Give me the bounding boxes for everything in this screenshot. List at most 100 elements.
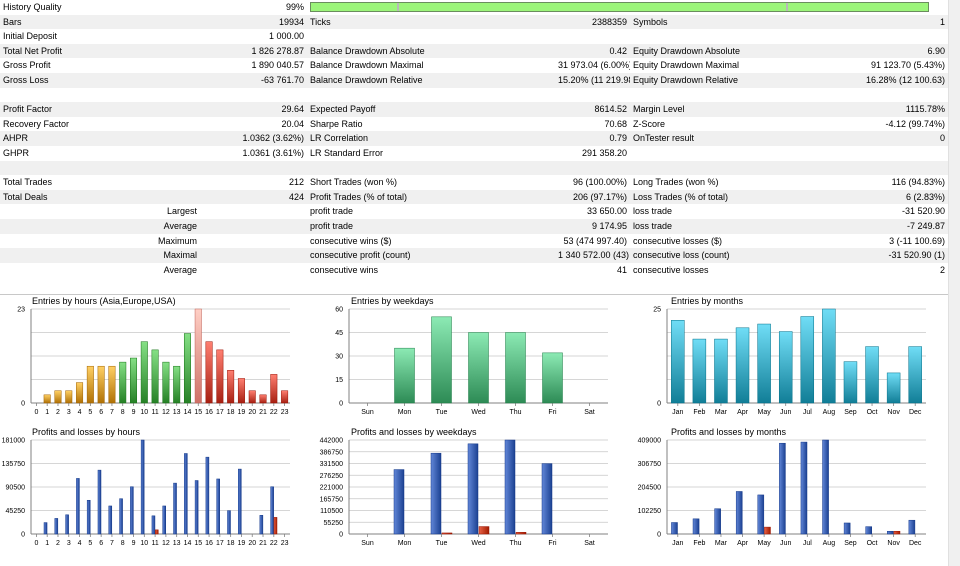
stat-label: Short Trades (won %) xyxy=(310,177,398,188)
stat-value: 19934 xyxy=(278,16,304,27)
stat-label: Equity Drawdown Relative xyxy=(633,74,739,85)
stats-row: Total Trades 212 Short Trades (won %) 96 (1… xyxy=(0,175,948,190)
x-tick-label: 19 xyxy=(238,540,246,547)
x-tick-label: 22 xyxy=(270,540,278,547)
bar-Thu xyxy=(505,332,526,404)
x-tick-label: 0 xyxy=(34,540,38,547)
stat-label: loss trade xyxy=(633,220,673,231)
y-tick-label: 0 xyxy=(21,532,25,539)
profit-bar-14 xyxy=(184,453,188,535)
x-tick-label: Jan xyxy=(672,409,683,416)
stat-value: 0.42 xyxy=(609,45,627,56)
profit-bar-Jun xyxy=(779,442,786,535)
stat-value: 2388359 xyxy=(591,16,627,27)
bar-Jun xyxy=(778,331,793,404)
x-tick-label: 23 xyxy=(281,540,289,547)
stat-label: Initial Deposit xyxy=(3,31,58,42)
stat-label: loss trade xyxy=(633,206,673,217)
stat-label: Ticks xyxy=(310,16,331,27)
profit-bar-3 xyxy=(65,514,69,535)
x-tick-label: Mon xyxy=(398,409,412,416)
profit-bar-Apr xyxy=(735,491,743,535)
x-tick-label: 9 xyxy=(132,540,136,547)
y-tick-label: 0 xyxy=(339,401,343,408)
profit-bar-Fri xyxy=(541,463,553,535)
stat-value: 0 xyxy=(939,133,945,144)
x-tick-label: Apr xyxy=(737,540,749,547)
profit-bar-21 xyxy=(259,515,264,535)
x-tick-label: Oct xyxy=(867,409,878,416)
stats-row: Initial Deposit 1 000.00 xyxy=(0,29,948,44)
x-tick-label: 16 xyxy=(205,540,213,547)
x-tick-label: Dec xyxy=(909,409,922,416)
stats-row: Bars 19934 Ticks 2388359 Symbols 1 xyxy=(0,14,948,30)
stat-value: 206 (97.17%) xyxy=(572,191,627,202)
stats-row: Gross Profit 1 890 040.57 Balance Drawdown… xyxy=(0,58,948,73)
stat-label xyxy=(0,161,200,176)
y-tick-label: 15 xyxy=(335,377,343,384)
y-tick-label: 25 xyxy=(653,307,661,314)
stat-label: Recovery Factor xyxy=(3,118,70,129)
stat-label xyxy=(307,88,555,103)
x-tick-label: 15 xyxy=(194,540,202,547)
stat-value: 1115.78% xyxy=(905,104,945,115)
bar-14 xyxy=(183,333,191,404)
x-tick-label: 16 xyxy=(205,409,213,416)
x-tick-label: Aug xyxy=(823,409,836,416)
stat-value: 1 826 278.87 xyxy=(251,45,304,56)
stat-label xyxy=(630,88,835,103)
x-tick-label: 17 xyxy=(216,540,224,547)
bar-19 xyxy=(237,378,245,404)
x-tick-label: 19 xyxy=(238,409,246,416)
x-tick-label: Oct xyxy=(867,540,878,547)
x-tick-label: Sep xyxy=(844,409,857,416)
stat-value xyxy=(835,88,948,103)
vertical-scrollbar[interactable] xyxy=(948,0,960,566)
bar-1 xyxy=(43,394,51,404)
y-tick-label: 331500 xyxy=(320,461,343,468)
stat-value xyxy=(200,234,307,249)
x-tick-label: May xyxy=(758,540,772,547)
bar-6 xyxy=(97,365,105,404)
stat-value: 6 (2.83%) xyxy=(905,191,945,202)
stat-value xyxy=(835,29,948,44)
bar-Dec xyxy=(908,346,922,404)
stat-label: Balance Drawdown Absolute xyxy=(310,45,425,56)
stat-value xyxy=(555,29,630,44)
stat-value: 91 123.70 (5.43%) xyxy=(870,60,945,71)
stat-value xyxy=(200,219,307,234)
chart-entries-by-months: Entries by months 0 25 Jan Feb Mar Apr May Jun J… xyxy=(636,295,936,420)
chart-profits-losses-by-weekdays: Profits and losses by weekdays 0 55250 110… xyxy=(318,426,618,551)
chart-title: Profits and losses by months xyxy=(671,427,787,437)
chart-title: Entries by months xyxy=(671,296,744,306)
stat-label: Z-Score xyxy=(633,118,666,129)
stat-value: 8614.52 xyxy=(594,104,627,115)
stat-value: 1 xyxy=(939,16,945,27)
chart-entries-by-weekdays: Entries by weekdays 0 15 30 45 60 Sun Mon Tue We… xyxy=(318,295,618,420)
x-tick-label: 9 xyxy=(132,409,136,416)
stat-label: Profit Factor xyxy=(3,104,53,115)
bar-20 xyxy=(248,390,256,404)
profit-bar-May xyxy=(757,494,765,535)
loss-bar-22 xyxy=(273,517,278,535)
bar-23 xyxy=(281,390,289,404)
x-tick-label: Dec xyxy=(909,540,922,547)
x-tick-label: 15 xyxy=(194,409,202,416)
x-tick-label: 20 xyxy=(248,409,256,416)
profit-bar-Oct xyxy=(865,526,872,535)
profit-bar-Nov xyxy=(887,530,894,535)
stat-label: Equity Drawdown Maximal xyxy=(633,60,740,71)
stat-value xyxy=(200,161,307,176)
bar-15 xyxy=(194,308,202,404)
x-tick-label: 14 xyxy=(184,540,192,547)
stat-value: 9 174.95 xyxy=(591,220,627,231)
stat-value: 0.79 xyxy=(609,133,627,144)
stat-value: 1 340 572.00 (43) xyxy=(558,250,630,261)
chart-title: Entries by weekdays xyxy=(351,296,434,306)
y-tick-label: 30 xyxy=(335,354,343,361)
x-tick-label: Mar xyxy=(715,409,728,416)
stat-value: 70.68 xyxy=(604,118,627,129)
profit-bar-Wed xyxy=(467,443,479,535)
bar-2 xyxy=(54,390,62,404)
stat-label: consecutive wins xyxy=(310,264,379,275)
